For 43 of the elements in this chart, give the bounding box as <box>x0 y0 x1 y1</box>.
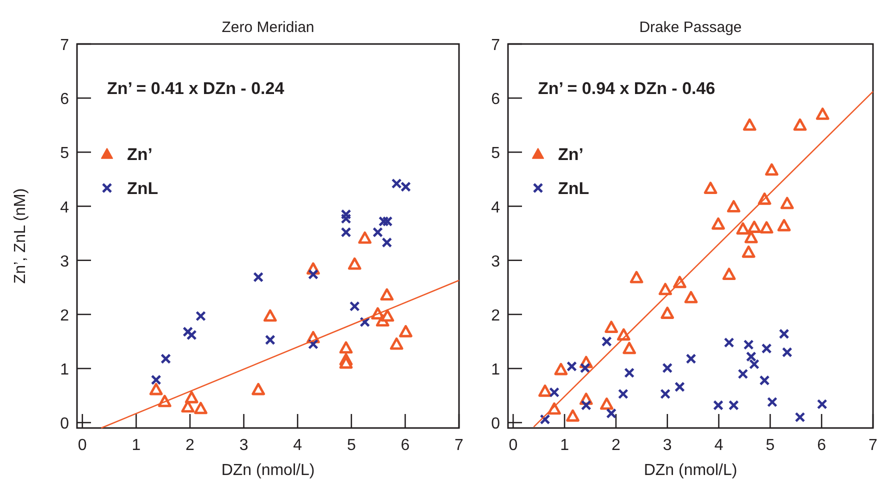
x-tick-label: 2 <box>612 437 621 454</box>
legend-label: Zn’ <box>558 145 584 164</box>
y-axis-title: Zn’, ZnL (nM) <box>12 188 29 284</box>
y-tick-label: 4 <box>491 199 500 216</box>
chart-title: Drake Passage <box>639 19 742 36</box>
x-tick-label: 4 <box>293 437 302 454</box>
annotation: Zn’ = 0.41 x DZn - 0.24 <box>107 79 285 98</box>
x-tick-label: 0 <box>78 437 87 454</box>
annotation: Zn’ = 0.94 x DZn - 0.46 <box>538 79 716 98</box>
x-tick-label: 6 <box>817 437 826 454</box>
y-tick-label: 6 <box>60 91 70 108</box>
x-axis-title: DZn (nmol/L) <box>221 462 315 479</box>
x-tick-label: 7 <box>868 437 878 454</box>
x-axis-title: DZn (nmol/L) <box>644 462 738 479</box>
x-tick-label: 0 <box>508 437 518 454</box>
x-tick-label: 3 <box>239 437 248 454</box>
y-tick-label: 0 <box>491 416 500 433</box>
y-tick-label: 2 <box>491 307 500 324</box>
x-tick-label: 4 <box>714 437 724 454</box>
chart-title: Zero Meridian <box>222 19 314 36</box>
y-tick-label: 3 <box>60 253 70 270</box>
legend-label: ZnL <box>127 179 158 198</box>
x-tick-label: 1 <box>560 437 570 454</box>
y-tick-label: 4 <box>60 199 70 216</box>
y-tick-label: 0 <box>60 416 70 433</box>
x-tick-label: 1 <box>132 437 141 454</box>
x-tick-label: 5 <box>346 437 356 454</box>
y-tick-label: 1 <box>60 362 70 379</box>
y-tick-label: 3 <box>491 253 500 270</box>
legend-label: ZnL <box>558 179 590 198</box>
x-tick-label: 3 <box>662 437 672 454</box>
x-tick-label: 5 <box>766 437 775 454</box>
x-tick-label: 6 <box>400 437 410 454</box>
y-tick-label: 5 <box>60 145 70 162</box>
y-tick-label: 7 <box>491 37 500 54</box>
y-tick-label: 2 <box>60 307 70 324</box>
x-tick-label: 7 <box>454 437 464 454</box>
y-tick-label: 1 <box>491 362 500 379</box>
y-tick-label: 7 <box>60 37 70 54</box>
x-tick-label: 2 <box>186 437 195 454</box>
y-tick-label: 6 <box>491 91 500 108</box>
legend-label: Zn’ <box>127 145 152 164</box>
y-tick-label: 5 <box>491 145 500 162</box>
